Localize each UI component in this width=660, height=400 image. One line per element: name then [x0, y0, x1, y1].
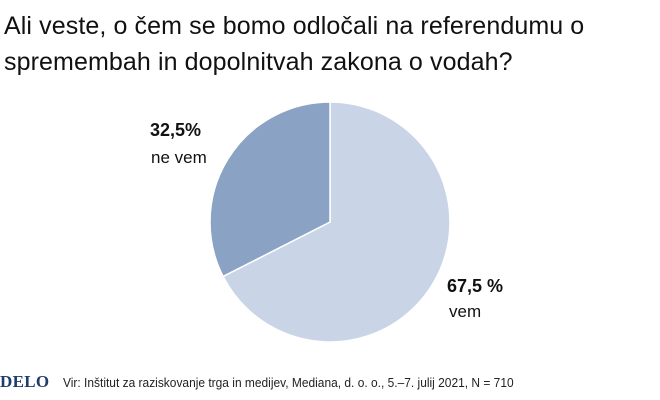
slice-name-label-ne-vem: ne vem: [151, 148, 207, 167]
pie-slices: [209, 101, 451, 343]
slice-value-label-ne-vem: 32,5%: [150, 120, 201, 140]
slice-value-label-vem: 67,5 %: [447, 276, 503, 296]
footer: DELO Vir: Inštitut za raziskovanje trga …: [0, 372, 660, 394]
source-note: Vir: Inštitut za raziskovanje trga in me…: [63, 375, 515, 390]
pie-slice-ne-vem: [209, 101, 331, 278]
brand-logo: DELO: [0, 372, 50, 391]
slice-name-label-vem: vem: [449, 302, 481, 321]
pie-slice-vem: [222, 101, 451, 343]
chart-title: Ali veste, o čem se bomo odločali na ref…: [4, 12, 585, 76]
